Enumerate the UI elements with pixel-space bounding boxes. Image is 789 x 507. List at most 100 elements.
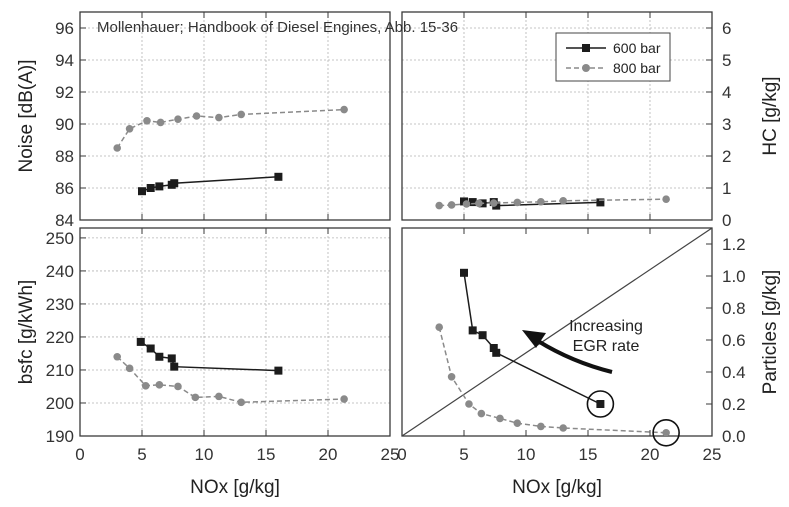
data-point-800: [475, 199, 483, 208]
series-line-800: [439, 198, 667, 207]
data-point-600: [170, 179, 179, 188]
y-tick-label: 2: [722, 147, 731, 166]
data-point-800: [125, 364, 134, 373]
data-point-800: [174, 115, 182, 123]
y-tick-label: 240: [46, 262, 74, 281]
chart-title: Mollenhauer; Handbook of Diesel Engines,…: [97, 19, 458, 36]
y-tick-label: 92: [55, 83, 74, 102]
data-point-800: [537, 422, 545, 431]
x-tick-label: 10: [195, 445, 214, 464]
y-tick-label: 6: [722, 19, 731, 38]
y-tick-label: 190: [46, 427, 74, 446]
panel-bottom-left: 0 5 10 15 20 25 190 200 210 220 230 240 250 bsfc [g/k…: [16, 227, 400, 498]
data-point-800: [237, 110, 245, 119]
highlight-circle: [586, 390, 615, 418]
legend: 600 bar 800 bar: [555, 32, 671, 82]
data-point-800: [559, 197, 567, 205]
y-tick-label: 0.8: [722, 299, 746, 318]
y-tick-label: 88: [55, 147, 74, 166]
y-tick-label: 3: [722, 115, 731, 134]
data-point-800: [447, 373, 456, 381]
y-tick-label: 1.2: [722, 235, 746, 254]
y-tick-label: 94: [55, 51, 74, 70]
data-point-600: [167, 354, 176, 363]
x-tick-label: 0: [75, 445, 84, 464]
y-tick-label: 0.4: [722, 363, 746, 382]
panel-top-right: 0 1 2 3 4 5 6 HC [g/kg]: [401, 11, 781, 230]
annotation-line-2: EGR rate: [573, 338, 640, 355]
data-point-600: [146, 184, 155, 192]
data-point-600: [478, 331, 487, 340]
data-point-800: [462, 200, 471, 208]
data-point-600: [155, 352, 164, 361]
data-point-800: [559, 424, 567, 432]
data-point-800: [489, 199, 498, 207]
x-axis-label: NOx [g/kg]: [190, 477, 280, 498]
data-point-800: [435, 201, 444, 210]
y-axis-label: Noise [dB(A)]: [16, 60, 37, 173]
panel-bottom-right: 0 5 10 15 20 250.0 0.2 0.4 0.6 0.8 1.0 1.2 Particles…: [397, 227, 781, 498]
x-tick-label: 0: [397, 445, 406, 464]
series-line-600: [463, 272, 601, 405]
data-point-600: [138, 187, 146, 196]
y-tick-label: 230: [46, 295, 74, 314]
data-point-800: [191, 393, 200, 402]
data-point-800: [465, 400, 473, 408]
y-tick-label: 84: [55, 211, 74, 230]
data-point-800: [125, 125, 134, 133]
y-tick-label: 86: [55, 179, 74, 198]
y-tick-label: 0.2: [722, 395, 746, 414]
data-point-600: [155, 182, 164, 191]
data-point-600: [489, 344, 498, 352]
chart-overlay: Mollenhauer; Handbook of Diesel Engines,…: [97, 19, 671, 374]
data-point-800: [496, 414, 504, 423]
data-point-800: [537, 197, 545, 206]
data-point-800: [143, 117, 151, 125]
x-tick-label: 20: [319, 445, 338, 464]
data-point-800: [113, 144, 121, 152]
data-point-800: [435, 323, 444, 332]
data-point-800: [513, 198, 522, 207]
panel-data: [113, 337, 348, 407]
y-tick-label: 220: [46, 328, 74, 347]
data-point-800: [141, 382, 150, 390]
series-line-800: [116, 356, 345, 404]
highlight-circle: [652, 418, 680, 447]
data-point-800: [340, 395, 348, 403]
data-point-600: [460, 268, 468, 277]
y-tick-label: 0.6: [722, 331, 746, 350]
y-axis-label: bsfc [g/kWh]: [16, 280, 37, 385]
data-point-800: [477, 409, 486, 418]
x-tick-label: 20: [641, 445, 660, 464]
data-point-600: [596, 198, 605, 207]
x-tick-label: 25: [381, 445, 400, 464]
x-tick-label: 10: [517, 445, 536, 464]
data-point-800: [215, 113, 223, 122]
panel-data: [113, 105, 348, 196]
x-tick-label: 15: [579, 445, 598, 464]
data-point-800: [662, 195, 670, 203]
data-point-600: [170, 362, 179, 371]
panel-frame: [79, 11, 391, 221]
data-point-800: [237, 398, 245, 407]
panel-frame: [401, 11, 713, 221]
y-tick-label: 0: [722, 211, 731, 230]
panel-data: [435, 195, 670, 210]
data-point-600: [274, 172, 283, 181]
legend-label-800: 800 bar: [613, 60, 661, 76]
legend-box: [555, 32, 671, 82]
data-point-800: [662, 429, 670, 436]
data-point-800: [155, 381, 164, 389]
x-tick-label: 5: [459, 445, 468, 464]
y-tick-label: 0.0: [722, 427, 746, 446]
x-tick-label: 5: [137, 445, 146, 464]
egr-arrow-head: [522, 330, 546, 348]
legend-marker-800: [582, 64, 590, 72]
y-axis-label: HC [g/kg]: [760, 76, 781, 155]
y-tick-label: 200: [46, 394, 74, 413]
annotation-line-1: Increasing: [569, 318, 643, 335]
data-point-800: [215, 392, 223, 401]
data-point-800: [447, 201, 456, 209]
legend-label-600: 600 bar: [613, 40, 661, 56]
